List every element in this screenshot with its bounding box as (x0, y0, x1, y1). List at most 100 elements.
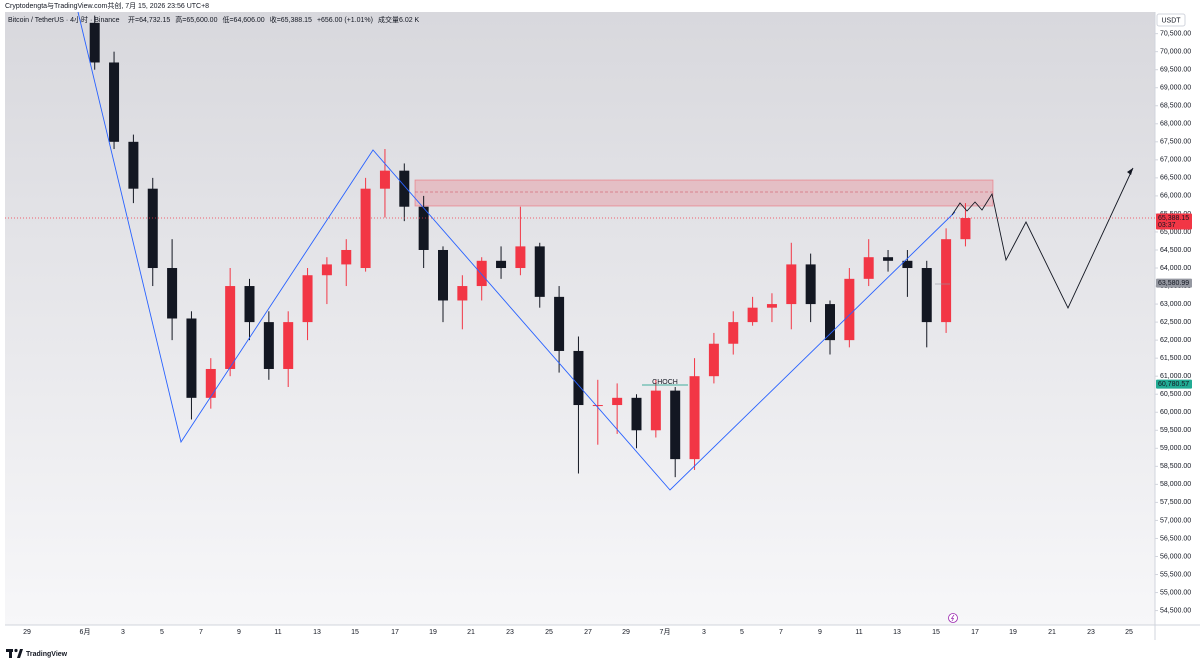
attribution: Cryptodengta与TradingView.com共创, 7月 15, 2… (5, 1, 209, 10)
supply-zone (414, 179, 994, 207)
candle-body (147, 188, 158, 269)
x-tick-label: 17 (971, 629, 979, 636)
y-tick-label: 59,000.00 (1160, 445, 1191, 452)
y-tick-label: 66,500.00 (1160, 175, 1191, 182)
y-tick-label: 57,500.00 (1160, 499, 1191, 506)
candle-body (534, 246, 545, 297)
x-tick-label: 6月 (80, 628, 91, 636)
x-tick-label: 25 (545, 629, 553, 636)
y-tick-label: 68,000.00 (1160, 121, 1191, 128)
candle-body (844, 278, 855, 341)
y-tick-label: 56,500.00 (1160, 535, 1191, 542)
arrow-head (1127, 168, 1133, 175)
footer-brand: TradingView (26, 651, 68, 658)
y-tick-label: 70,000.00 (1160, 49, 1191, 56)
ohlc-legend: 开=64,732.15 高=65,600.00 低=64,606.00 收=65,38… (128, 15, 420, 24)
choch-label: CHOCH (652, 379, 678, 386)
symbol: Bitcoin / TetherUS · 4小时 · Binance (8, 15, 120, 24)
x-tick-label: 21 (1048, 629, 1056, 636)
candle-body (283, 322, 294, 369)
candle-body (496, 260, 507, 269)
candle-body (766, 304, 777, 308)
y-tick-label: 58,500.00 (1160, 463, 1191, 470)
event-bolt (950, 614, 955, 622)
candle-body (592, 405, 603, 407)
candle-body (205, 368, 216, 398)
x-tick-label: 19 (1009, 629, 1017, 636)
x-tick-label: 5 (740, 629, 744, 636)
candle-body (689, 376, 700, 460)
x-tick-label: 11 (855, 629, 862, 636)
price-label-box (1156, 379, 1192, 389)
candle-body (728, 322, 739, 344)
x-tick-label: 13 (893, 629, 901, 636)
y-tick-label: 55,500.00 (1160, 571, 1191, 578)
x-tick-label: 3 (121, 629, 125, 636)
x-tick-label: 23 (506, 629, 514, 636)
candle-body (360, 188, 371, 269)
candle-body (554, 296, 565, 351)
legend-item: 高=65,600.00 (175, 15, 217, 24)
candle-body (670, 390, 681, 460)
currency-box (1156, 13, 1186, 27)
candle-body (438, 249, 448, 301)
candle-body (244, 286, 255, 323)
candle-body (631, 397, 642, 431)
candle-body (825, 304, 835, 341)
legend-item: 低=64,606.00 (222, 15, 264, 24)
x-tick-label: 29 (23, 629, 31, 636)
y-tick-label: 62,000.00 (1160, 337, 1191, 344)
x-tick-label: 7 (779, 629, 783, 636)
y-tick-label: 64,500.00 (1160, 247, 1191, 254)
y-tick-label: 62,500.00 (1160, 319, 1191, 326)
candle-body (379, 170, 390, 189)
y-tick-label: 67,500.00 (1160, 139, 1191, 146)
y-tick-label: 59,500.00 (1160, 427, 1191, 434)
x-tick-label: 9 (818, 629, 822, 636)
price-label-box (1156, 213, 1192, 230)
y-tick-label: 65,000.00 (1160, 229, 1191, 236)
legend-item: +656.00 (+1.01%) (317, 17, 373, 24)
chart-bg (5, 12, 1155, 625)
candle-body (263, 322, 274, 369)
legend-item: 成交量6.02 K (378, 15, 420, 24)
y-tick-label: 70,500.00 (1160, 30, 1191, 37)
event-icon[interactable] (948, 613, 958, 623)
y-tick-label: 67,000.00 (1160, 157, 1191, 164)
legend-item: 收=65,388.15 (270, 15, 312, 24)
zigzag-drawing (77, 11, 956, 491)
projection-drawing (951, 167, 1134, 310)
x-tick-label: 9 (237, 629, 241, 636)
candle-body (863, 257, 874, 279)
candle-body (321, 264, 332, 276)
candle-body (167, 268, 178, 319)
candle-body (109, 62, 120, 142)
candle-body (805, 264, 816, 305)
x-tick-label: 13 (313, 629, 321, 636)
candle-body (418, 206, 429, 250)
price-label-box (1156, 278, 1192, 288)
x-tick-label: 15 (351, 629, 359, 636)
candle-body (476, 260, 487, 287)
candle-body (941, 239, 952, 323)
candle-body (186, 318, 197, 398)
x-tick-label: 25 (1125, 629, 1133, 636)
y-tick-label: 55,000.00 (1160, 589, 1191, 596)
price-label: 60,780.57 (1158, 381, 1189, 388)
candle-body (515, 246, 526, 269)
candle-body (747, 307, 758, 323)
candle-body (708, 343, 719, 377)
candle-body (650, 390, 661, 431)
x-tick-label: 7月 (660, 628, 671, 636)
candle-body (921, 268, 932, 323)
y-tick-label: 60,500.00 (1160, 391, 1191, 398)
candle-body (128, 141, 139, 189)
price-label: 63,580.99 (1158, 280, 1189, 287)
currency: USDT (1161, 17, 1181, 24)
candle-body (960, 217, 971, 240)
y-tick-label: 68,500.00 (1160, 103, 1191, 110)
candle-body (902, 260, 913, 269)
y-tick-label: 66,000.00 (1160, 193, 1191, 200)
legend-item: 开=64,732.15 (128, 16, 170, 24)
